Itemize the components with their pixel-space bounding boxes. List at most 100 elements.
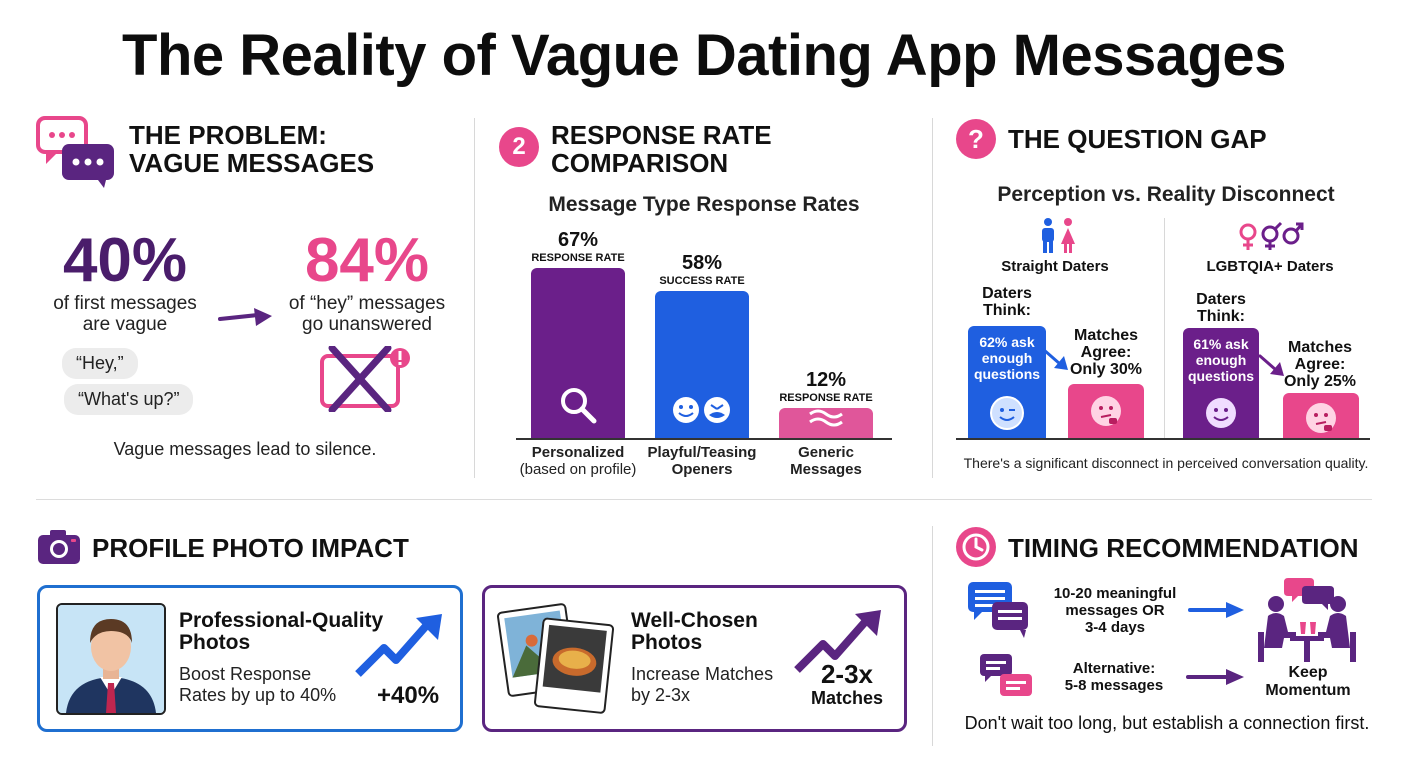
well-chosen-stat-label: Matches (810, 688, 884, 708)
professional-desc-line1: Boost Response (179, 664, 312, 684)
hey-stat-desc-line1: of “hey” messages (288, 293, 446, 314)
lgbt-agree-line2: Agree: (1294, 356, 1346, 373)
emoji-faces-icon (671, 395, 733, 430)
divider-vertical-2 (932, 118, 933, 478)
straight-agree-bar (1068, 384, 1144, 438)
question-caption: There's a significant disconnect in perc… (963, 455, 1369, 471)
timing-recommendation-1: 10-20 meaningful messages OR 3-4 days (1040, 585, 1190, 636)
question-mark-icon: ? (956, 119, 996, 159)
professional-title-line1: Professional-Quality (179, 609, 384, 632)
lgbt-agree-line3: Only 25% (1283, 373, 1357, 390)
page-title: The Reality of Vague Dating App Messages (122, 23, 1286, 88)
problem-heading-line2: VAGUE MESSAGES (129, 148, 375, 178)
lgbt-think-label-line2: Think: (1197, 308, 1245, 325)
professional-photos-card: Professional-Quality Photos Boost Respon… (37, 585, 463, 732)
timing-rec2-line1: Alternative: (1072, 660, 1156, 677)
hey-bubble: “Hey,” (62, 348, 138, 379)
couple-meeting-icon (1254, 574, 1360, 662)
response-bar-chart: 67% RESPONSE RATE Personalized (based on pr… (494, 222, 914, 484)
well-chosen-desc: Increase Matches by 2-3x (631, 664, 773, 706)
straight-think-value-line2: enough (981, 350, 1033, 366)
lgbt-agree-text: Matches Agree: Only 25% (1280, 339, 1360, 390)
trend-up-arrow-icon (793, 608, 883, 674)
clock-icon (956, 527, 996, 567)
chart-bar (655, 291, 749, 438)
well-chosen-title-line2: Photos (631, 631, 703, 654)
well-chosen-title-line1: Well-Chosen (631, 609, 758, 632)
photo-stack-icon (497, 600, 617, 718)
number-2-badge: 2 (499, 127, 539, 167)
straight-agree-line1: Matches (1073, 327, 1139, 344)
whats-up-bubble: “What's up?” (64, 384, 194, 415)
magnifier-icon (558, 385, 598, 430)
vague-stat-value: 40% (62, 226, 188, 295)
chart-bar (531, 268, 625, 438)
chart-category-label: Personalized (based on profile) (512, 444, 644, 478)
straight-agree-line2: Agree: (1080, 344, 1132, 361)
chart-title: Message Type Response Rates (548, 193, 860, 216)
lgbt-think-label: Daters Think: (1189, 291, 1253, 325)
chart-value-sublabel: SUCCESS RATE (659, 275, 745, 287)
lgbt-think-label-line1: Daters (1196, 291, 1246, 308)
question-baseline (956, 438, 1370, 440)
hey-stat-desc: of “hey” messages go unanswered (272, 293, 462, 335)
smiling-face-icon (1204, 396, 1238, 430)
timing-rec1-line3: 3-4 days (1084, 619, 1146, 636)
straight-think-value-line3: questions (973, 366, 1041, 382)
chart-category-line2: Messages (790, 461, 862, 478)
lgbt-think-value-line1: 61% ask (1193, 336, 1249, 352)
chart-category-line1: Personalized (531, 444, 625, 461)
lgbt-think-value: 61% ask enough questions (1183, 336, 1259, 384)
trend-up-arrow-icon (354, 612, 444, 678)
well-chosen-desc-line2: by 2-3x (631, 685, 691, 705)
chart-category-line1: Playful/Teasing (647, 444, 757, 461)
straight-think-value: 62% ask enough questions (968, 334, 1046, 382)
keep-momentum-label: Keep Momentum (1246, 664, 1370, 700)
question-divider (1164, 218, 1165, 438)
lgbt-arrow-icon (1256, 352, 1286, 378)
timing-recommendation-2: Alternative: 5-8 messages (1044, 660, 1184, 694)
problem-heading: THE PROBLEM: VAGUE MESSAGES (129, 121, 374, 177)
divider-horizontal (36, 499, 1372, 500)
chart-category-label: Playful/Teasing Openers (636, 444, 768, 478)
professional-title: Professional-Quality Photos (179, 610, 383, 654)
professional-desc-line2: Rates by up to 40% (179, 685, 337, 705)
well-chosen-photos-card: Well-Chosen Photos Increase Matches by 2… (482, 585, 907, 732)
straight-think-value-line1: 62% ask (979, 334, 1035, 350)
problem-caption: Vague messages lead to silence. (113, 439, 377, 459)
chat-bubbles-icon (36, 116, 118, 188)
timing-heading: TIMING RECOMMENDATION (1008, 533, 1359, 563)
gender-symbols-icon (1238, 220, 1304, 252)
lgbt-agree-line1: Matches (1287, 339, 1353, 356)
chart-category-line1: Generic (798, 444, 854, 461)
straight-think-label-line2: Think: (983, 302, 1031, 319)
vague-stat-desc: of first messages are vague (30, 293, 220, 335)
chart-bar (779, 408, 873, 438)
lgbt-daters-label: LGBTQIA+ Daters (1206, 258, 1334, 275)
keep-momentum-line1: Keep (1288, 664, 1328, 681)
question-heading: THE QUESTION GAP (1008, 124, 1267, 154)
lgbt-think-value-line3: questions (1187, 368, 1255, 384)
lgbt-think-bar: 61% ask enough questions (1183, 328, 1259, 438)
response-heading-line1: RESPONSE RATE (551, 120, 772, 150)
chart-value-sublabel: RESPONSE RATE (531, 252, 625, 264)
winking-face-icon (990, 396, 1024, 430)
arrow-right-icon (1186, 667, 1246, 687)
straight-think-bar: 62% ask enough questions (968, 326, 1046, 438)
straight-arrow-icon (1040, 346, 1070, 372)
professional-desc: Boost Response Rates by up to 40% (179, 664, 336, 706)
straight-think-label-line1: Daters (982, 285, 1032, 302)
well-chosen-stat: 2-3x Matches (807, 660, 887, 708)
chart-category-line2: Openers (671, 461, 733, 478)
response-heading-line2: COMPARISON (551, 148, 729, 178)
chart-value-label: 58% (681, 252, 723, 274)
well-chosen-title: Well-Chosen Photos (631, 610, 758, 654)
chart-baseline (516, 438, 892, 440)
chart-category-label: Generic Messages (760, 444, 892, 478)
timing-rec1-line1: 10-20 meaningful (1053, 585, 1177, 602)
professional-stat: +40% (377, 682, 440, 709)
straight-think-label: Daters Think: (975, 285, 1039, 319)
divider-vertical-3 (932, 526, 933, 746)
question-subtitle: Perception vs. Reality Disconnect (997, 183, 1335, 206)
well-chosen-stat-value: 2-3x (820, 659, 874, 689)
